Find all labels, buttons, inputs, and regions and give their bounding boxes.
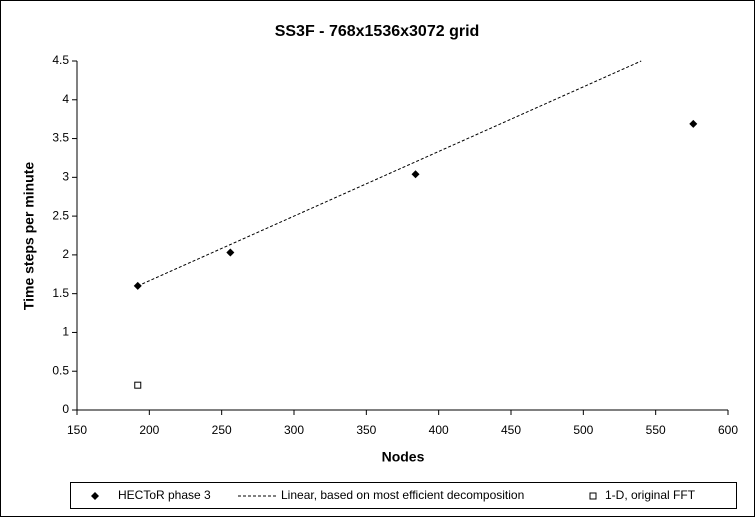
- x-tick-label: 350: [356, 423, 376, 437]
- point: [134, 381, 142, 389]
- point: [689, 119, 698, 128]
- trend-line: [137, 60, 642, 287]
- y-tick-label: 2: [62, 247, 69, 261]
- y-tick-label: 1.5: [52, 286, 69, 300]
- x-tick-label: 600: [718, 423, 738, 437]
- point: [226, 248, 235, 257]
- y-tick-label: 0: [62, 402, 69, 416]
- y-tick-label: 3: [62, 170, 69, 184]
- y-axis-label: Time steps per minute: [21, 162, 37, 311]
- y-tick-label: 4.5: [52, 53, 69, 67]
- legend-label: Linear, based on most efficient decompos…: [281, 488, 524, 502]
- y-tick-label: 3.5: [52, 131, 69, 145]
- x-tick-label: 150: [67, 423, 87, 437]
- x-tick-label: 300: [284, 423, 304, 437]
- y-tick-label: 4: [62, 92, 69, 106]
- legend-box: [70, 482, 737, 509]
- legend-label: HECToR phase 3: [118, 488, 211, 502]
- legend-marker: [91, 492, 99, 500]
- x-tick-label: 550: [646, 423, 666, 437]
- x-tick-label: 250: [212, 423, 232, 437]
- y-tick-label: 1: [62, 325, 69, 339]
- x-tick-label: 200: [139, 423, 159, 437]
- legend-label: 1-D, original FFT: [605, 488, 696, 502]
- y-tick-label: 2.5: [52, 208, 69, 222]
- x-tick-label: 500: [573, 423, 593, 437]
- x-tick-label: 400: [429, 423, 449, 437]
- chart-title: SS3F - 768x1536x3072 grid: [275, 23, 480, 40]
- y-tick-label: 0.5: [52, 363, 69, 377]
- x-axis-label: Nodes: [382, 449, 425, 465]
- legend-marker: [589, 492, 597, 500]
- point: [411, 170, 420, 179]
- x-tick-label: 450: [501, 423, 521, 437]
